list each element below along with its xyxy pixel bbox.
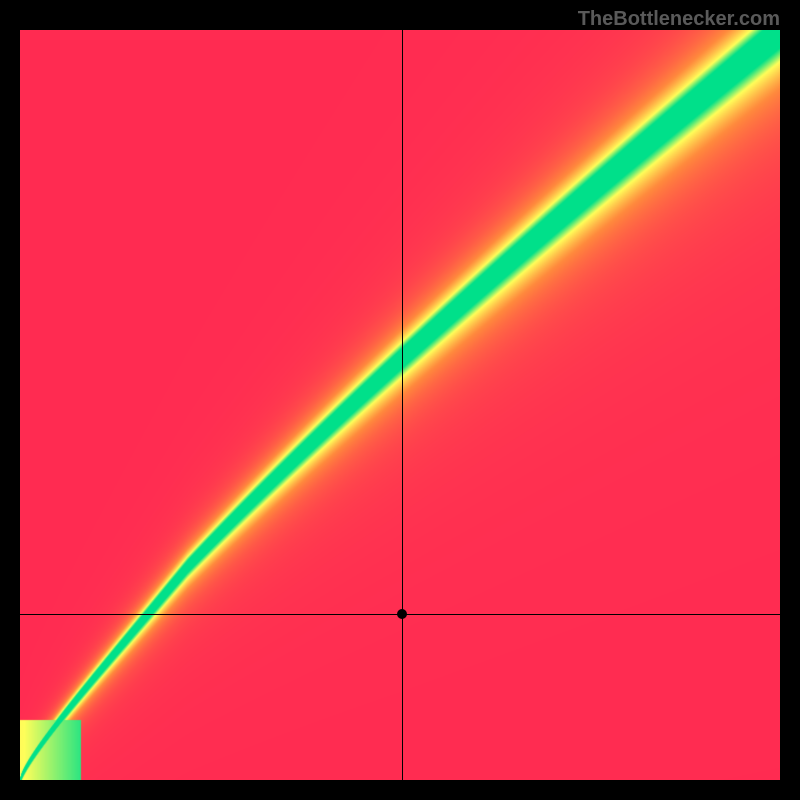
watermark-text: TheBottlenecker.com — [578, 8, 780, 31]
marker-point — [397, 609, 407, 619]
plot-area — [20, 30, 780, 780]
heatmap-canvas — [20, 30, 780, 780]
chart-container: TheBottlenecker.com — [0, 0, 800, 800]
crosshair-vertical — [402, 30, 403, 780]
